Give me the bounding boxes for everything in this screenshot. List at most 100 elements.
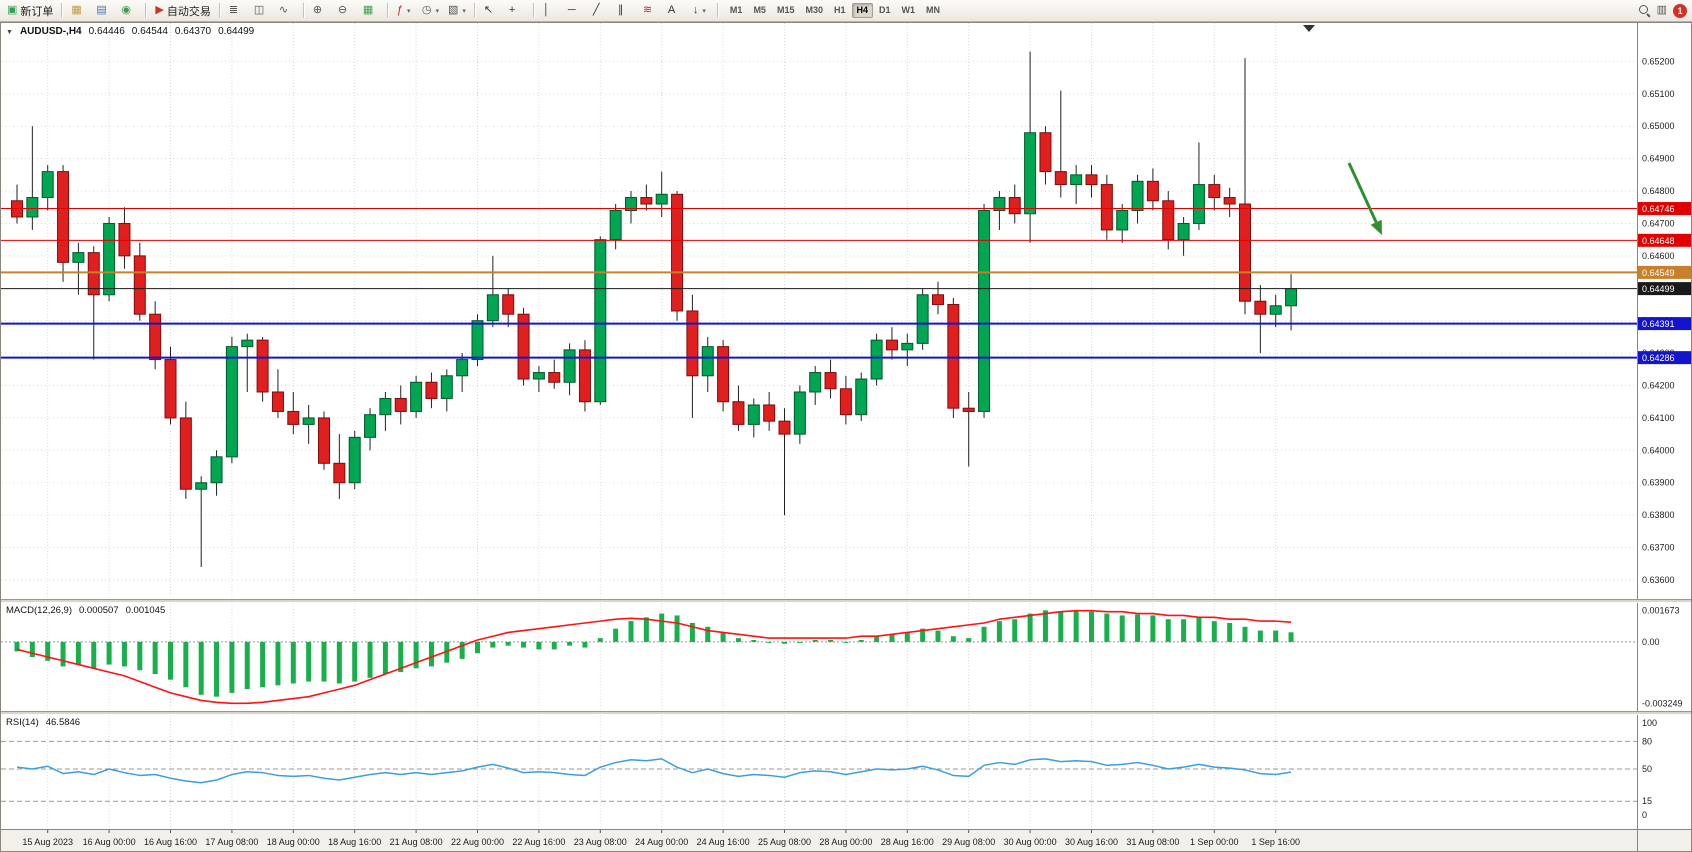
text-button[interactable]: A [664, 1, 688, 21]
svg-text:0.64499: 0.64499 [1642, 284, 1675, 294]
macd-title: MACD(12,26,9) [6, 605, 72, 616]
bar-chart-button[interactable]: ≣ [225, 1, 249, 21]
rsi-line [16, 758, 1292, 784]
new-order-button[interactable]: ▣ 新订单 [3, 1, 57, 21]
new-order-icon: ▣ [7, 4, 18, 16]
svg-text:30 Aug 00:00: 30 Aug 00:00 [1004, 837, 1057, 847]
main-toolbar: ▣ 新订单 ▦ ▤ ◉ ▶ 自动交易 ≣ ◫ ∿ ⊕ ⊖ ▦ ƒ ▾ ◷ ▾ ▧ ▾ ↖ + │ ─ ╱ ∥ ≋ A ↓ ▾ M1 M5 M1… [0, 0, 1692, 22]
toolbar-separator [473, 3, 476, 18]
svg-text:18 Aug 16:00: 18 Aug 16:00 [328, 837, 381, 847]
text-icon: A [667, 4, 676, 16]
line-chart-icon: ∿ [278, 4, 289, 16]
arrows-button[interactable]: ↓ ▾ [689, 1, 713, 21]
pane-separator[interactable] [1, 711, 1691, 715]
svg-text:0: 0 [1642, 810, 1647, 820]
tile-windows-button[interactable]: ▦ [359, 1, 383, 21]
svg-text:0.64900: 0.64900 [1642, 154, 1675, 164]
svg-text:23 Aug 08:00: 23 Aug 08:00 [574, 837, 627, 847]
rsi-pane[interactable]: 100 80 50 15 0 RSI(14) 46.5846 [1, 715, 1691, 829]
rsi-label: RSI(14) 46.5846 [6, 717, 80, 728]
trendline-button[interactable]: ╱ [589, 1, 613, 21]
svg-text:0.64286: 0.64286 [1642, 353, 1675, 363]
candlestick-chart-button[interactable]: ◫ [250, 1, 274, 21]
svg-text:22 Aug 16:00: 22 Aug 16:00 [512, 837, 565, 847]
search-icon[interactable] [1638, 4, 1651, 17]
timeframe-w1-button[interactable]: W1 [901, 5, 916, 15]
svg-text:24 Aug 00:00: 24 Aug 00:00 [635, 837, 688, 847]
templates-button[interactable]: ▧ ▾ [444, 1, 470, 21]
price-chart: 0.65200 0.65100 0.65000 0.64900 0.64800 0.647… [1, 23, 1691, 599]
svg-text:0.65100: 0.65100 [1642, 89, 1675, 99]
svg-text:0.65000: 0.65000 [1642, 121, 1675, 131]
vertical-gridlines [47, 715, 1277, 829]
pane-separator[interactable] [1, 599, 1691, 603]
vertical-gridlines [47, 23, 1277, 599]
indicators-button[interactable]: ƒ ▾ [393, 1, 417, 21]
price-tag-0.64746: 0.64746 [1638, 202, 1691, 216]
equidistant-channel-button[interactable]: ∥ [614, 1, 638, 21]
time-axis[interactable]: 15 Aug 2023 16 Aug 00:00 16 Aug 16:00 17 Au… [1, 829, 1691, 852]
cursor-button[interactable]: ↖ [480, 1, 504, 21]
macd-pane[interactable]: 0.001673 0.00 -0.003249 MACD(12,26,9) 0.00… [1, 603, 1691, 711]
svg-text:0.64648: 0.64648 [1642, 236, 1675, 246]
crosshair-button[interactable]: + [505, 1, 529, 21]
window-layout-icon[interactable]: ▥ [1656, 4, 1667, 16]
timeframe-m1-button[interactable]: M1 [729, 5, 743, 15]
chart-shift-marker[interactable] [1303, 25, 1315, 32]
time-axis-labels: 15 Aug 2023 16 Aug 00:00 16 Aug 16:00 17 Au… [22, 830, 1638, 852]
profiles-icon: ▤ [96, 4, 107, 16]
zoom-in-button[interactable]: ⊕ [309, 1, 333, 21]
svg-text:0.63800: 0.63800 [1642, 510, 1675, 520]
macd-label: MACD(12,26,9) 0.000507 0.001045 [6, 605, 165, 616]
svg-text:0.65200: 0.65200 [1642, 56, 1675, 66]
timeframe-m5-button[interactable]: M5 [753, 5, 766, 15]
svg-text:29 Aug 08:00: 29 Aug 08:00 [942, 837, 995, 847]
horizontal-line-button[interactable]: ─ [564, 1, 588, 21]
svg-text:50: 50 [1642, 764, 1652, 774]
ohlc-low: 0.64370 [174, 26, 212, 37]
bar-chart-icon: ≣ [228, 4, 239, 16]
notification-badge[interactable]: 1 [1673, 3, 1687, 18]
profiles-button[interactable]: ▤ [92, 1, 116, 21]
svg-text:0.64549: 0.64549 [1642, 268, 1675, 278]
fibonacci-button[interactable]: ≋ [639, 1, 663, 21]
zoom-out-icon: ⊖ [337, 4, 348, 16]
price-tag-0.64391: 0.64391 [1638, 317, 1691, 331]
svg-text:15 Aug 2023: 15 Aug 2023 [22, 837, 73, 847]
price-pane[interactable]: 0.65200 0.65100 0.65000 0.64900 0.64800 0.647… [1, 23, 1691, 599]
autotrading-icon: ▶ [155, 4, 164, 16]
market-watch-button[interactable]: ◉ [117, 1, 141, 21]
timeframe-d1-button[interactable]: D1 [879, 5, 891, 15]
line-chart-button[interactable]: ∿ [275, 1, 299, 21]
vertical-line-button[interactable]: │ [539, 1, 563, 21]
timeframe-h1-button[interactable]: H1 [833, 5, 846, 15]
svg-text:0.64700: 0.64700 [1642, 218, 1675, 228]
price-gridlines-and-scale: 0.65200 0.65100 0.65000 0.64900 0.64800 0.647… [1, 56, 1675, 585]
svg-text:24 Aug 16:00: 24 Aug 16:00 [697, 837, 750, 847]
new-chart-button[interactable]: ▦ [67, 1, 91, 21]
timeframe-mn-button[interactable]: MN [926, 5, 941, 15]
timeframe-h4-button[interactable]: H4 [851, 3, 874, 18]
candlesticks[interactable] [11, 51, 1298, 568]
svg-text:0.64391: 0.64391 [1642, 319, 1675, 329]
toolbar-separator [61, 3, 64, 18]
timeframe-m15-button[interactable]: M15 [776, 5, 795, 15]
svg-text:-0.003249: -0.003249 [1642, 698, 1683, 708]
toolbar-separator [532, 3, 535, 18]
svg-text:0.63600: 0.63600 [1642, 575, 1675, 585]
svg-text:100: 100 [1642, 718, 1657, 728]
collapse-chart-icon[interactable]: ▼ [6, 29, 13, 36]
svg-text:28 Aug 00:00: 28 Aug 00:00 [819, 837, 872, 847]
periods-button[interactable]: ◷ ▾ [418, 1, 443, 21]
arrow-annotation[interactable] [1347, 162, 1382, 235]
svg-text:31 Aug 08:00: 31 Aug 08:00 [1126, 837, 1179, 847]
autotrading-button[interactable]: ▶ 自动交易 [151, 1, 214, 21]
macd-signal-value: 0.001045 [125, 605, 166, 616]
zoom-out-button[interactable]: ⊖ [334, 1, 358, 21]
timeframe-m30-button[interactable]: M30 [805, 5, 823, 15]
macd-signal-line [16, 609, 1292, 705]
chart-header: ▼ AUDUSD-,H4 0.64446 0.64544 0.64370 0.6… [6, 26, 254, 37]
arrows-icon: ↓ [692, 4, 699, 16]
market-watch-icon: ◉ [121, 4, 132, 16]
rsi-title: RSI(14) [6, 717, 39, 728]
